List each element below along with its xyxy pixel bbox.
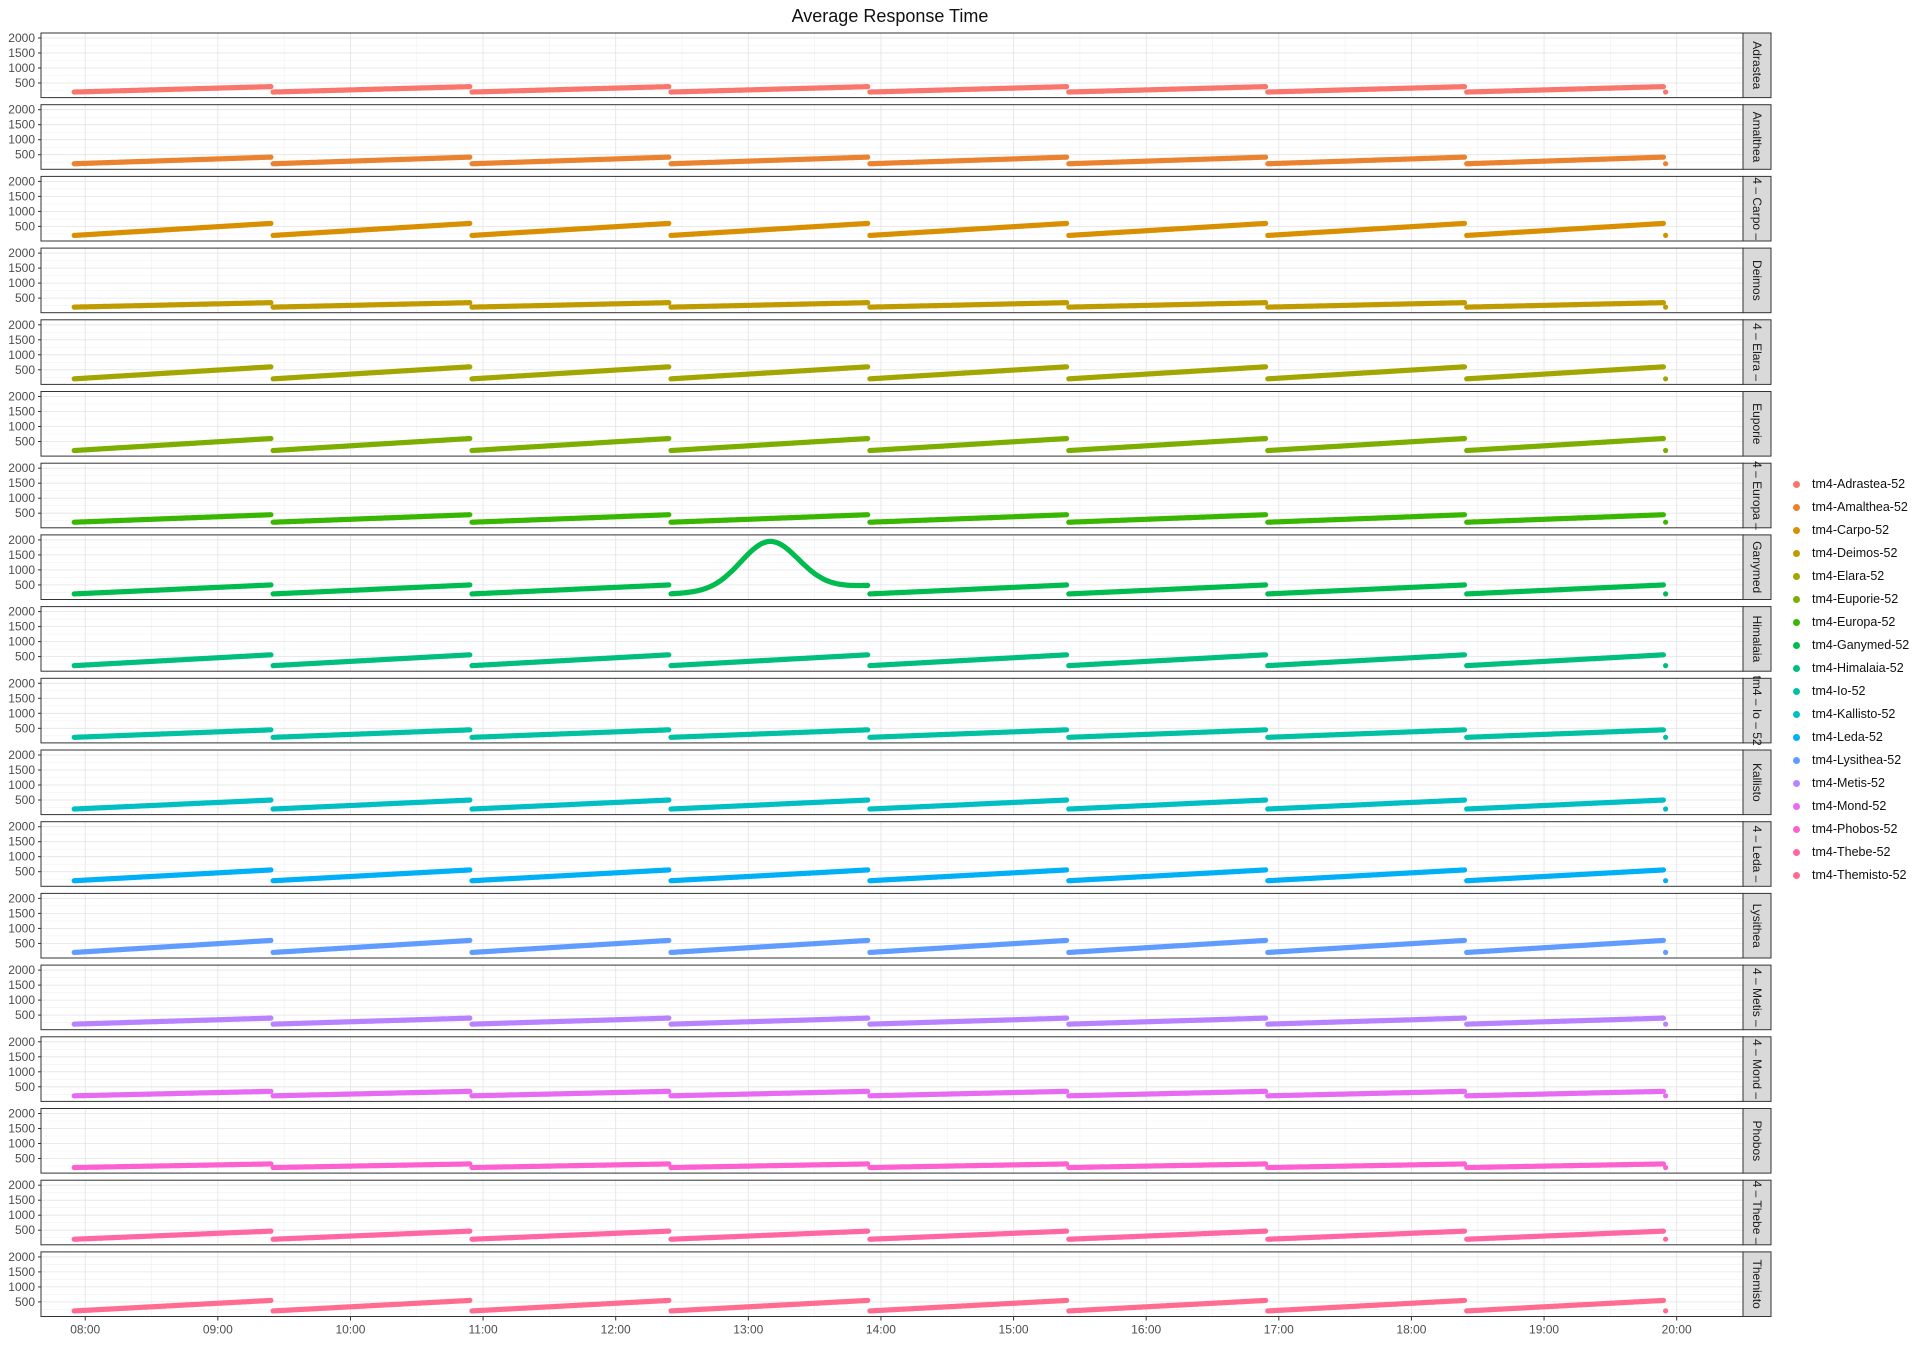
y-tick-label: 1500	[8, 189, 35, 203]
data-point	[666, 84, 672, 90]
y-tick-label: 1000	[8, 276, 35, 290]
panel-background	[41, 104, 1743, 170]
y-tick-label: 1000	[8, 204, 35, 218]
facet-strip-label: Amalthea	[1750, 112, 1764, 163]
y-tick-label: 500	[15, 76, 35, 90]
data-point	[467, 154, 473, 160]
data-point	[1663, 161, 1669, 167]
data-point	[1660, 220, 1666, 226]
faceted-scatter-chart: 500100015002000Adrastea500100015002000Am…	[8, 31, 1772, 1337]
y-tick-label: 1500	[8, 261, 35, 275]
y-tick-label: 1000	[8, 133, 35, 147]
data-point	[1660, 154, 1666, 160]
data-point	[1064, 220, 1070, 226]
data-point	[1461, 220, 1468, 226]
y-tick-label: 2000	[8, 103, 35, 117]
series-points	[71, 84, 1669, 95]
y-tick-label: 2000	[8, 31, 35, 45]
y-tick-label: 2000	[8, 174, 35, 188]
y-tick-label: 500	[15, 291, 35, 305]
y-tick-label: 1500	[8, 46, 35, 60]
facet-strip-label: 4 – Carpo –	[1750, 177, 1764, 240]
y-tick-label: 500	[15, 219, 35, 233]
data-point	[666, 220, 672, 226]
data-point	[467, 300, 473, 306]
data-point	[268, 84, 274, 90]
panel-background	[41, 176, 1743, 241]
panel-background	[41, 33, 1743, 98]
data-point	[467, 220, 473, 226]
data-point	[865, 154, 871, 160]
data-point	[865, 220, 871, 226]
data-point	[1263, 154, 1269, 160]
data-point	[467, 84, 473, 90]
y-tick-label: 1500	[8, 118, 35, 132]
data-point	[268, 220, 274, 226]
data-point	[1461, 84, 1468, 90]
data-point	[666, 154, 672, 160]
y-tick-label: 1000	[8, 61, 35, 75]
facet-strip-label: Adrastea	[1750, 41, 1764, 89]
chart-title: Average Response Time	[0, 6, 1780, 27]
panel-background	[41, 248, 1743, 313]
y-tick-label: 500	[15, 148, 35, 162]
data-point	[1461, 154, 1468, 160]
data-point	[1263, 220, 1269, 226]
data-point	[865, 84, 871, 90]
data-point	[1064, 154, 1070, 160]
data-point	[1660, 84, 1666, 90]
data-point	[1663, 89, 1669, 95]
data-point	[1263, 84, 1269, 90]
data-point	[1663, 232, 1669, 238]
data-point	[268, 300, 274, 306]
y-tick-label: 2000	[8, 246, 35, 260]
data-point	[268, 154, 274, 160]
data-point	[1064, 84, 1070, 90]
